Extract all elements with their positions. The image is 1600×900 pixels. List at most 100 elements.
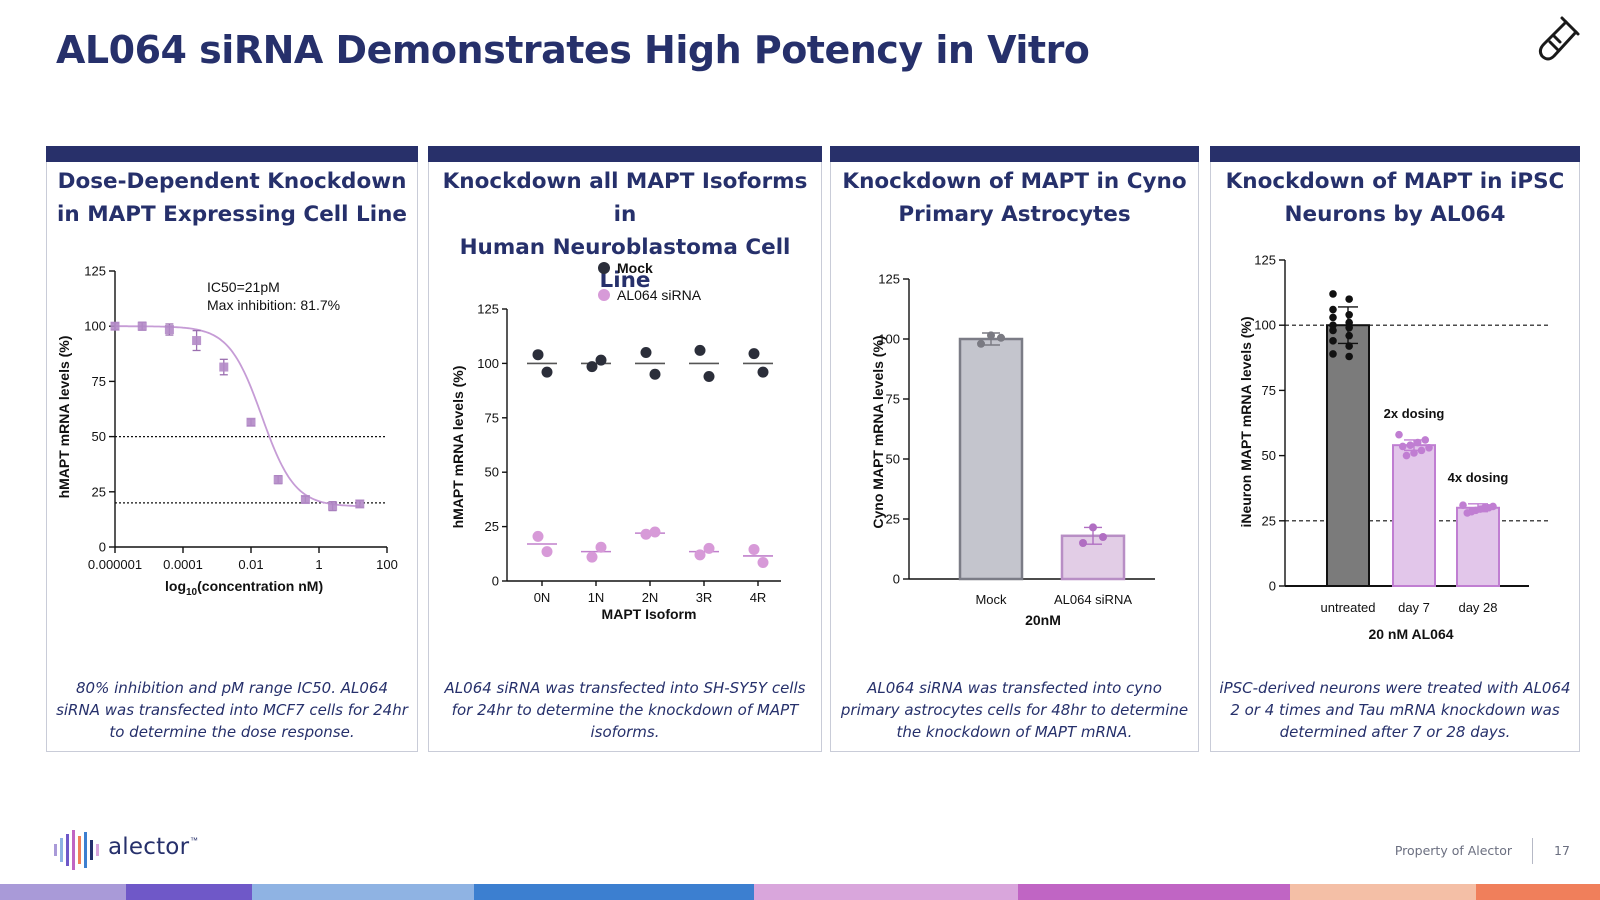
y-tick-label: 100: [477, 356, 499, 371]
y-tick-label: 25: [485, 519, 499, 534]
stripe-segment: [0, 884, 126, 900]
data-point: [1398, 442, 1407, 451]
y-tick-label: 50: [485, 465, 499, 480]
data-point: [1329, 337, 1337, 345]
data-point: [1421, 436, 1430, 444]
panel-title-line: Neurons by AL064: [1284, 202, 1506, 227]
panel-header-bar: [1210, 146, 1580, 162]
dose-response-chart: 0 25 50 75 100 125 0.000001 0.0001 0.01 1 100 IC50…: [56, 264, 398, 599]
bar: [958, 337, 1024, 581]
x-axis-title: log10(concentration nM): [165, 578, 323, 598]
x-tick-label: 0.0001: [163, 557, 203, 572]
y-tick-label: 25: [886, 512, 900, 527]
panel-dose-response: Dose-Dependent Knockdown in MAPT Express…: [46, 146, 418, 752]
footer-color-stripe: [0, 884, 1600, 900]
data-point: [757, 557, 769, 569]
x-tick-label: 1: [315, 557, 322, 572]
data-point: [1345, 318, 1353, 327]
x-tick-label: AL064 siRNA: [1054, 592, 1132, 607]
data-point: [532, 349, 544, 361]
data-point: [1417, 446, 1426, 455]
data-point: [748, 348, 760, 360]
data-point: [1329, 321, 1337, 329]
y-tick-label: 75: [485, 410, 499, 425]
data-point: [1463, 509, 1472, 517]
data-point: [1345, 342, 1353, 350]
legend-label: AL064 siRNA: [617, 287, 702, 303]
y-tick-label: 100: [878, 332, 900, 347]
stripe-segment: [126, 884, 252, 900]
data-point: [1329, 305, 1337, 314]
data-point: [541, 366, 553, 378]
y-tick-label: 50: [1262, 448, 1276, 463]
footer-divider: [1532, 838, 1533, 864]
data-point: [640, 347, 652, 359]
legend-label: Mock: [617, 260, 653, 276]
data-point: [694, 549, 706, 561]
data-point: [649, 368, 661, 380]
data-point: [1425, 443, 1433, 452]
y-tick-label: 125: [477, 302, 499, 317]
stripe-segment: [474, 884, 754, 900]
ineuron-bar-chart: 0 25 50 75 100 125 untreated day 7 2x dosing day …: [1238, 253, 1549, 642]
x-tick-label: day 28: [1458, 600, 1497, 615]
slide-title: AL064 siRNA Demonstrates High Potency in…: [56, 28, 1090, 72]
panel-title-line: Knockdown all MAPT Isoforms in: [442, 169, 808, 227]
data-point: [300, 495, 310, 505]
panel-title-line: Knockdown of MAPT in iPSC: [1225, 169, 1565, 194]
fit-curve: [115, 325, 360, 507]
bar: [1392, 444, 1436, 587]
data-point: [1413, 438, 1422, 447]
bar: [1326, 324, 1370, 587]
data-point: [1329, 290, 1337, 298]
y-tick-label: 25: [1262, 513, 1276, 528]
data-point: [1345, 331, 1353, 340]
x-tick-label: 0N: [534, 590, 551, 605]
test-tube-icon: [1538, 16, 1580, 61]
legend-marker: [598, 289, 610, 301]
data-point: [595, 541, 607, 553]
panel-caption: AL064 siRNA was transfected into SH-SY5Y…: [444, 679, 806, 741]
data-point: [273, 475, 283, 485]
x-tick-label: 1N: [588, 590, 605, 605]
panel-title-line: Dose-Dependent Knockdown: [57, 169, 407, 194]
isoform-chart: 0 25 50 75 100 125 0N 1N 2N 3R 4R Mock AL064 siRNA…: [450, 260, 781, 622]
data-point: [694, 344, 706, 356]
data-point: [164, 325, 174, 335]
chart-annotation: Max inhibition: 81.7%: [207, 297, 340, 313]
data-point: [586, 551, 598, 563]
data-point: [1099, 533, 1107, 541]
data-point: [1079, 539, 1087, 547]
y-tick-label: 0: [1269, 579, 1276, 594]
data-point: [1329, 350, 1337, 358]
panel-caption: AL064 siRNA was transfected into cyno pr…: [840, 679, 1189, 741]
panel-title: Knockdown of MAPT in Cyno Primary Astroc…: [839, 165, 1190, 231]
logo-trademark: ™: [190, 836, 198, 845]
data-point: [649, 526, 661, 538]
data-point: [1089, 523, 1097, 532]
data-point: [246, 417, 256, 427]
alector-logo-icon: [54, 830, 99, 870]
data-point: [1329, 313, 1337, 322]
y-tick-label: 125: [1254, 253, 1276, 268]
bar-annotation: 2x dosing: [1384, 406, 1445, 421]
cyno-bar-chart: 0 25 50 75 100 125 Mock AL064 siRNA Cyno MAPT m…: [870, 272, 1155, 628]
legend-marker: [598, 262, 610, 274]
logo-wordmark: alector: [108, 834, 190, 860]
x-axis-title: 20nM: [1025, 612, 1061, 628]
data-point: [192, 336, 202, 346]
x-axis-title: MAPT Isoform: [602, 606, 697, 622]
panel-header-bar: [830, 146, 1199, 162]
data-point: [1345, 352, 1353, 361]
data-point: [1395, 430, 1403, 439]
y-tick-label: 75: [886, 392, 900, 407]
data-point: [355, 499, 365, 509]
x-tick-label: untreated: [1321, 600, 1376, 615]
panel-header-bar: [46, 146, 418, 162]
panel-cyno-astrocytes: Knockdown of MAPT in Cyno Primary Astroc…: [830, 146, 1199, 752]
y-tick-label: 0: [492, 574, 499, 589]
data-point: [640, 528, 652, 540]
x-tick-label: 4R: [750, 590, 767, 605]
panel-title: Knockdown all MAPT Isoforms in Human Neu…: [437, 165, 813, 297]
y-tick-label: 75: [1262, 383, 1276, 398]
